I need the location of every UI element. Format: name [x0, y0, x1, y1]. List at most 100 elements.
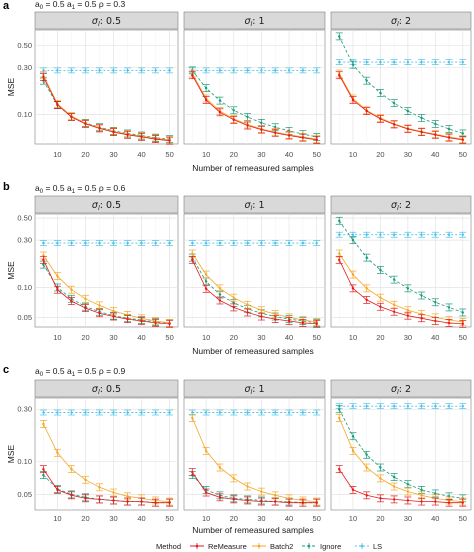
series-line-remeasure — [338, 468, 463, 504]
data-point-batch2 — [406, 490, 410, 493]
plot-panel — [34, 213, 179, 328]
facet-strip-label-part: l — [250, 204, 252, 212]
parameter-label-part: a — [35, 0, 40, 9]
chart-row-c: c a0 = 0.5 a1 = 0.5 ρ = 0.9MSE0.050.100.3… — [3, 364, 472, 523]
data-point-ignore — [338, 35, 341, 38]
parameter-label: a0 = 0.5 a1 = 0.5 ρ = 0.3 — [35, 0, 126, 11]
data-point-ignore — [379, 466, 382, 469]
data-point-remeasure — [218, 111, 222, 114]
data-point-ls — [140, 241, 143, 245]
parameter-label-part: 0 — [40, 5, 44, 11]
data-point-remeasure — [112, 130, 115, 134]
parameter-label-part: = 0.5 — [75, 183, 99, 193]
y-axis-title: MSE — [6, 261, 16, 280]
facet-strip-label-part: σ — [391, 200, 398, 211]
facet-strip — [183, 195, 326, 214]
legend-label: Ignore — [320, 542, 341, 551]
y-tick-label: 0.50 — [17, 41, 32, 50]
data-point-ls — [204, 69, 208, 72]
series-line-batch2 — [43, 255, 170, 324]
facet-strip-label: σl: 0.5 — [92, 16, 121, 28]
series-line-batch2 — [338, 417, 463, 502]
data-point-ls — [70, 241, 73, 245]
data-point-ls — [260, 411, 263, 414]
panel-letter: a — [3, 0, 10, 12]
x-tick-label: 20 — [376, 150, 384, 159]
facet-strip-label-part: l — [250, 388, 252, 396]
y-tick-label: 0.30 — [17, 63, 32, 72]
parameter-label-part: ρ = 0.9 — [99, 366, 126, 376]
x-tick-label: 10 — [349, 150, 357, 159]
data-point-batch2 — [98, 486, 101, 489]
data-point-ls — [112, 411, 115, 414]
series-line-remeasure — [191, 75, 317, 141]
x-tick-label: 50 — [313, 150, 321, 159]
data-point-ls — [56, 241, 59, 245]
legend-key-point — [307, 544, 311, 548]
data-point-remeasure — [274, 131, 277, 134]
parameter-label-part: 1 — [72, 372, 76, 378]
data-point-remeasure — [447, 321, 451, 325]
data-point-batch2 — [246, 303, 249, 306]
facet-strip-label-part: l — [397, 388, 399, 396]
data-point-ignore — [351, 238, 355, 242]
data-point-ignore — [420, 488, 423, 492]
data-point-remeasure — [365, 494, 368, 497]
series-line-batch2 — [191, 73, 317, 140]
data-point-ls — [287, 411, 291, 414]
data-point-remeasure — [392, 310, 396, 313]
parameter-label-part: a — [35, 183, 40, 193]
facet-strip-label-part: σ — [92, 16, 99, 27]
series-line-batch2 — [191, 253, 317, 323]
y-tick-label: 0.10 — [17, 283, 32, 292]
data-point-remeasure — [218, 299, 222, 302]
data-point-ls — [246, 411, 249, 414]
data-point-ignore — [338, 219, 341, 222]
data-point-remeasure — [126, 500, 129, 503]
data-point-remeasure — [70, 494, 73, 497]
data-point-remeasure — [447, 501, 451, 504]
data-point-ignore — [420, 294, 423, 297]
data-point-ignore — [392, 278, 396, 281]
x-tick-label: 30 — [404, 514, 412, 523]
data-point-remeasure — [42, 467, 45, 471]
data-point-remeasure — [287, 134, 291, 137]
data-point-ls — [218, 241, 222, 245]
x-tick-label: 40 — [285, 333, 293, 342]
data-point-remeasure — [365, 298, 368, 302]
facet-strip-label: σl: 2 — [391, 16, 411, 28]
data-point-ls — [260, 69, 263, 72]
data-point-ignore — [461, 132, 464, 135]
x-tick-label: 10 — [53, 150, 61, 159]
data-point-ls — [392, 233, 396, 236]
x-tick-label: 30 — [109, 514, 117, 523]
data-point-ls — [351, 404, 355, 408]
data-point-ls — [84, 411, 87, 414]
data-point-ls — [434, 404, 437, 408]
plot-panel — [330, 29, 472, 145]
data-point-ignore — [365, 79, 368, 82]
facet-strip-label-part: : 2 — [399, 16, 411, 27]
x-axis-title: Number of remeasured samples — [192, 163, 313, 173]
data-point-ls — [140, 411, 143, 414]
series-line-remeasure — [43, 468, 170, 504]
data-point-ls — [274, 69, 277, 72]
data-point-remeasure — [42, 75, 45, 79]
parameter-label-part: = 0.5 — [43, 183, 67, 193]
data-point-ls — [84, 241, 87, 245]
data-point-ignore — [218, 99, 222, 102]
parameter-label-part: 0 — [40, 372, 44, 378]
data-point-remeasure — [84, 122, 87, 126]
data-point-ls — [204, 411, 208, 414]
data-point-ls — [301, 241, 305, 245]
y-tick-label: 0.10 — [17, 110, 32, 119]
data-point-ignore — [461, 311, 464, 314]
data-point-remeasure — [315, 501, 318, 504]
data-point-ignore — [260, 121, 263, 125]
data-point-ls — [461, 60, 464, 64]
facet-strip — [183, 379, 326, 398]
data-point-ls — [70, 411, 73, 414]
facet-strip — [330, 11, 472, 30]
data-point-ls — [461, 233, 464, 236]
facet-strip-label-part: l — [250, 20, 252, 28]
